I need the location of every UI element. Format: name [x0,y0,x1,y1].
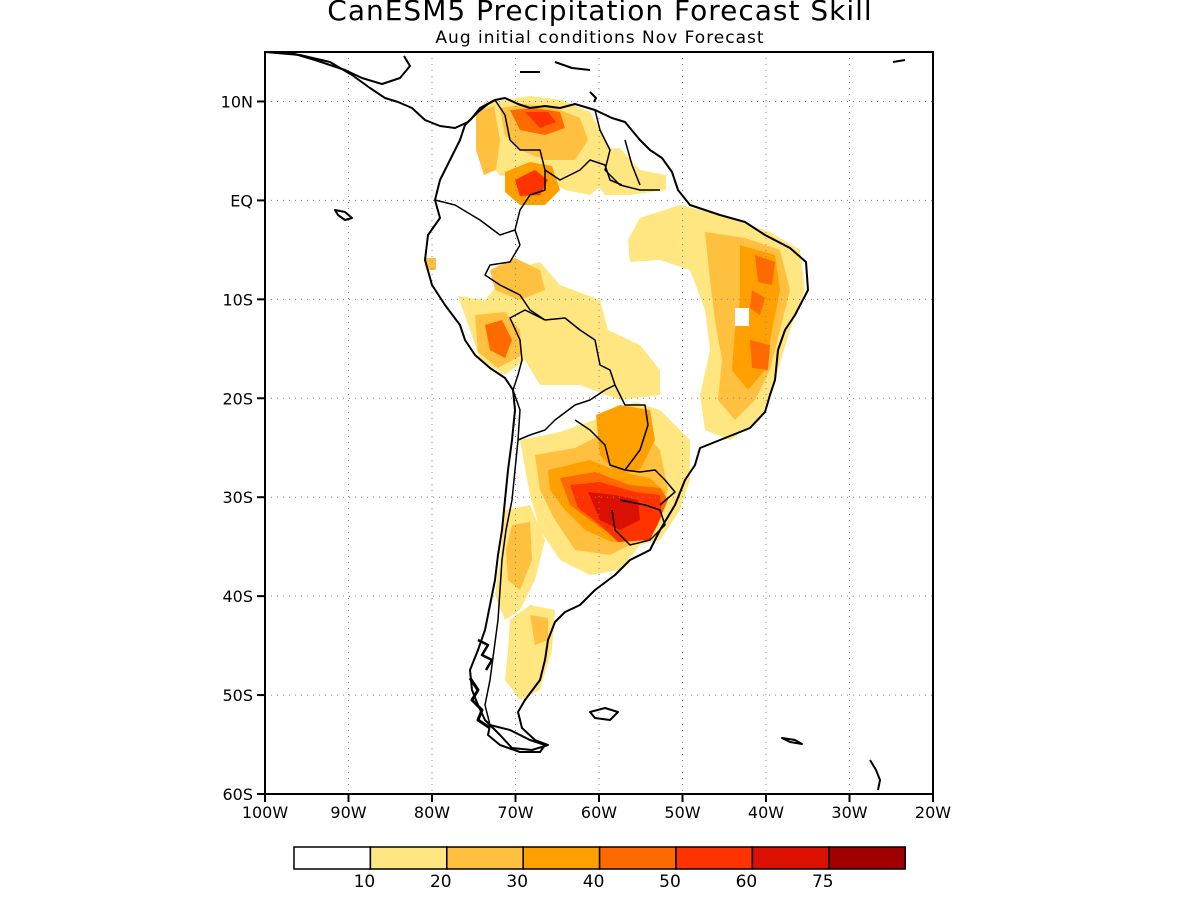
skill-area-peru [458,262,660,400]
border-chile-bolivia [512,389,521,441]
coast-caribbean-islands [520,61,591,73]
lat-tick-label: 10S [222,290,253,309]
skill-area-patagonia-mid [530,615,548,645]
skill-area-ne-brazil-peak3 [750,290,765,315]
skill-area-chile-mid [506,522,532,590]
lat-tick-label: EQ [230,191,253,210]
border-venezuela-brazil [544,159,623,186]
coast-falklands [589,707,619,721]
coast-chile-fjords [468,677,491,730]
skill-area-ne-brazil-peak2 [750,340,770,370]
lat-tick-label: 60S [222,785,253,804]
colorbar-swatch [675,846,754,870]
border-bolivia-paraguay [517,389,606,441]
skill-shading [424,96,805,700]
skill-missing-cell [735,308,749,326]
skill-area-peru-north [490,258,545,300]
border-argentina-brazil [624,469,676,506]
border-guyana [594,109,660,191]
lon-tick-label: 60W [581,803,617,822]
coast-central-america [265,52,496,129]
gridlines [265,52,933,794]
colorbar-swatch [751,846,830,870]
border-peru-bolivia [509,309,546,391]
border-ecuador [434,199,516,236]
lon-tick-label: 20W [915,803,951,822]
lon-tick-label: 90W [330,803,366,822]
coast-south-america [424,97,809,751]
lon-tick-label: 70W [497,803,533,822]
colorbar-swatch [522,846,601,870]
border-suriname [624,139,641,186]
colorbar-label: 20 [430,872,452,892]
colorbar-label: 50 [659,872,681,892]
lon-tick-label: 50W [664,803,700,822]
colorbar-label: 10 [354,872,376,892]
colorbar-swatch [293,846,372,870]
skill-area-colombia-high [515,170,548,196]
skill-area-ne-brazil-peak1 [755,255,775,285]
skill-area-venezuela-peak [525,112,556,128]
lon-tick-label: 40W [748,803,784,822]
lat-tick-label: 10N [221,92,253,111]
chart-subtitle: Aug initial conditions Nov Forecast [435,28,765,48]
lon-tick-label: 30W [831,803,867,822]
skill-area-peru-high [485,320,512,358]
border-uruguay [611,499,666,546]
coast-galapagos [334,209,353,221]
lat-tick-label: 20S [222,389,253,408]
colorbar-label: 60 [736,872,758,892]
colorbar-label: 30 [506,872,528,892]
border-peru-brazil [484,244,546,321]
colorbar: 10 20 30 40 50 60 75 [293,846,906,892]
colorbar-swatch [828,846,906,870]
skill-area-paraguay [596,405,655,475]
coast-chile-islands [477,638,494,671]
lon-tick-label: 100W [242,803,289,822]
skill-area-guyana [590,148,666,195]
colorbar-label: 75 [812,872,834,892]
coast-trinidad [589,91,597,103]
border-chile-argentina [484,439,519,726]
coastlines [265,52,906,791]
colorbar-label: 40 [583,872,605,892]
lat-tick-label: 50S [222,686,253,705]
coast-s-sandwich [869,759,881,791]
colorbar-swatch [446,846,524,870]
border-bolivia-brazil [544,317,616,391]
coast-tierra-del-fuego [487,724,546,753]
lat-tick-label: 40S [222,587,253,606]
lon-tick-label: 80W [414,803,450,822]
border-paraguay-brazil [574,384,649,471]
colorbar-swatch [598,846,677,870]
coast-south-georgia [781,737,803,745]
chart-title: CanESM5 Precipitation Forecast Skill [327,0,873,27]
coast-azores-frag [892,59,906,63]
lat-tick-label: 30S [222,488,253,507]
coast-central-america-north [287,52,411,85]
colorbar-swatch [369,846,448,870]
skill-area-w-colombia [476,106,500,175]
